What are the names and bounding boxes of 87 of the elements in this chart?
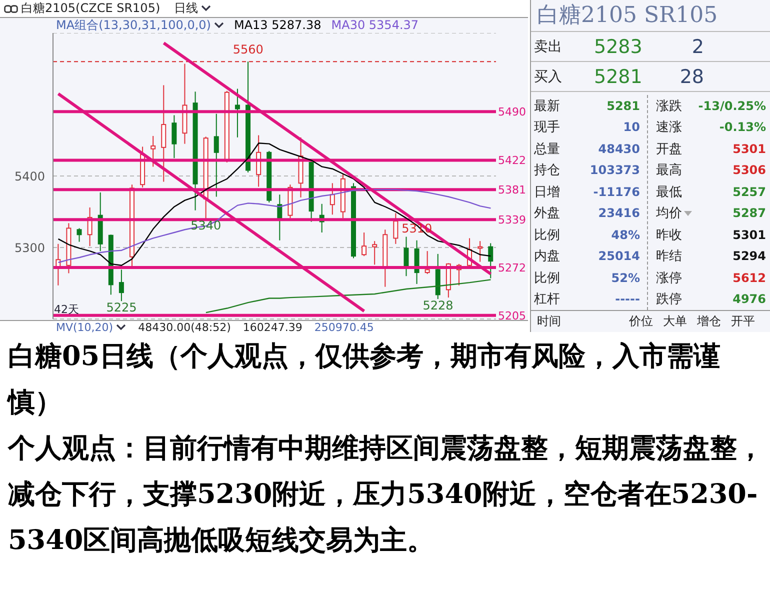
y-tick-label: 5400 [14,169,45,184]
ref-line-label: 5381 [498,183,526,196]
text: 卖出 [533,38,563,56]
text: 比例 [533,226,561,244]
text: 均价 [656,205,683,222]
text: 内盘 [533,248,561,266]
text: 个人观点：目前行情有中期维持区间震荡盘整，短期震荡盘整，减仓下行，支撑5230附近，压力5340附近，空仓者在5230-5340区间高抛低吸短线交易为主。 [8,432,764,558]
text: 昨收 [656,226,683,244]
text: 增仓 [697,312,721,330]
text: 5301 [732,228,766,242]
text: 价位 [629,312,653,330]
text: 昨结 [656,248,683,266]
ref-line-label: 5272 [498,261,526,274]
candlestick [330,182,335,216]
text: 5612 [732,270,766,285]
text: 大单 [663,312,687,330]
candlestick [382,229,388,288]
text: 涨停 [656,270,683,287]
text: 白糖05日线（个人观点，仅供参考，期市有风险，入市需谨慎） [8,340,722,420]
text: 2 [690,36,704,58]
text: 25014 [597,249,640,264]
text: 最新 [533,98,561,115]
text: 10 [622,120,640,134]
text: 买入 [533,68,563,86]
text: 外盘 [533,205,561,222]
text: 5287 [732,206,766,220]
text: MV(10,20) [56,320,114,334]
text: 总量 [533,140,561,158]
candlestick [161,84,166,182]
line-series [205,279,492,314]
candlestick [182,63,188,144]
text: -13/0.25% [697,98,766,113]
text: 160247.39 [242,320,302,334]
text: 5281 [606,98,640,113]
text: 52% [610,270,640,285]
text: 5257 [732,184,766,199]
chart-title: 白糖2105(CZCE SR105) [21,0,160,17]
text: 28 [678,66,704,88]
text: 4976 [732,292,766,306]
text: 5306 [732,163,766,178]
text: 开平 [731,312,755,330]
text: 250970.45 [314,320,374,334]
chart-subtitle: 日线 [174,0,198,17]
text: 日增 [533,184,561,201]
text: 最低 [656,184,683,201]
text: 现手 [533,119,561,136]
text: 48430.00(48:52) [138,320,231,334]
text: 5281 [594,66,644,88]
text: 23416 [597,206,640,220]
annotation: 5228 [422,298,454,312]
text: MA30 5354.37 [331,18,419,32]
candlestick [172,114,177,159]
text: -0.13% [718,120,766,134]
text: 涨跌 [656,98,683,115]
ref-line-label: 5422 [498,154,526,168]
annotation: 5560 [232,42,264,57]
text: 48430 [597,142,640,156]
text: 杠杆 [533,291,561,308]
text: 开盘 [656,140,683,158]
annotation: 42天 [54,302,79,317]
text: ----- [614,292,640,306]
text: 持仓 [533,162,561,180]
candlestick [150,135,156,168]
candlestick [488,242,494,279]
text: 比例 [533,270,561,287]
text: 白糖2105 SR105 [531,0,770,32]
ref-line-label: 5205 [498,309,526,322]
text: 跌停 [656,291,683,308]
text: -11176 [592,184,640,199]
ref-line-label: 5339 [498,214,526,227]
legend-title: MA组合(13,30,31,100,0,0) [56,16,211,34]
text: 103373 [588,163,640,178]
text: 5301 [732,142,766,156]
ref-line-label: 5490 [498,106,526,119]
text: 48% [610,228,640,242]
text: MA13 5287.38 [234,18,322,32]
annotation: 5225 [106,300,137,315]
candlestick [234,88,240,138]
candlestick [98,192,103,252]
candlestick [118,269,124,302]
text: 速涨 [656,119,683,136]
text: 时间 [537,312,561,330]
y-tick-label: 5300 [14,240,45,255]
text: 最高 [656,162,683,180]
text: 5283 [594,36,644,58]
candlestick [214,113,219,198]
text: 5294 [732,249,766,264]
